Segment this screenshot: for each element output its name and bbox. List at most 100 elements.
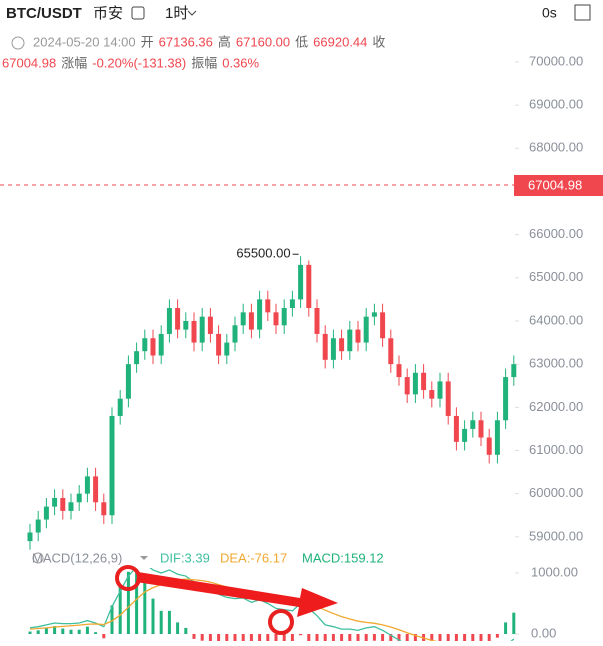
candle-body bbox=[232, 325, 238, 343]
candle-body bbox=[347, 329, 353, 352]
candle-body bbox=[101, 502, 107, 516]
symbol[interactable]: BTC/USDT bbox=[6, 5, 82, 22]
candle-body bbox=[68, 502, 74, 511]
candle-body bbox=[429, 390, 435, 399]
macd-bar bbox=[356, 634, 360, 641]
collapse-icon[interactable] bbox=[11, 36, 25, 50]
macd-bar bbox=[217, 634, 221, 641]
candle-body bbox=[207, 316, 213, 334]
macd-tick-label: 1000.00 bbox=[531, 564, 578, 579]
layout-icon[interactable] bbox=[574, 4, 591, 21]
candle-body bbox=[494, 420, 500, 455]
macd-bar bbox=[159, 610, 163, 634]
macd-bar bbox=[397, 634, 401, 641]
info-amplitude-label: 振幅 bbox=[191, 55, 217, 70]
macd-bar bbox=[504, 622, 508, 634]
candle-body bbox=[183, 320, 189, 330]
macd-bar bbox=[372, 634, 376, 641]
edit-icon[interactable] bbox=[131, 6, 145, 20]
candle-body bbox=[330, 338, 336, 360]
candle-body bbox=[314, 308, 320, 334]
macd-bar bbox=[323, 634, 327, 641]
macd-bar bbox=[44, 627, 48, 634]
y-tick-label: 70000.00 bbox=[529, 53, 583, 68]
candle-body bbox=[388, 338, 394, 365]
candle-body bbox=[216, 333, 222, 356]
candle-body bbox=[109, 415, 115, 516]
candle-body bbox=[486, 437, 492, 455]
macd-bar bbox=[225, 634, 229, 641]
macd-bar bbox=[36, 630, 40, 634]
info-change-label: 涨幅 bbox=[61, 55, 87, 70]
macd-bar bbox=[430, 634, 434, 641]
macd-bar bbox=[438, 634, 442, 641]
candle-body bbox=[412, 372, 418, 395]
candle-body bbox=[355, 329, 361, 343]
info-high: 67160.00 bbox=[236, 34, 290, 49]
dif-line bbox=[29, 568, 515, 641]
candle-body bbox=[339, 338, 345, 352]
macd-title: MACD(12,26,9) bbox=[32, 550, 122, 565]
candle-body bbox=[35, 519, 41, 533]
macd-bar bbox=[135, 569, 139, 634]
candle-body bbox=[158, 333, 164, 356]
y-tick-label: 59000.00 bbox=[529, 528, 583, 543]
macd-bar bbox=[266, 634, 270, 641]
candle-body bbox=[281, 308, 287, 326]
info-low-label: 低 bbox=[295, 34, 308, 49]
candle-body bbox=[199, 316, 205, 343]
candle-body bbox=[142, 338, 148, 352]
macd-bar bbox=[200, 634, 204, 641]
dea-line bbox=[29, 578, 438, 641]
y-tick-label: 65000.00 bbox=[529, 269, 583, 284]
candle-body bbox=[380, 312, 386, 339]
macd-bar bbox=[151, 598, 155, 634]
macd-bar bbox=[479, 634, 483, 641]
macd-bar bbox=[28, 631, 32, 634]
macd-bar bbox=[331, 634, 335, 641]
candle-body bbox=[117, 398, 123, 416]
macd-bar bbox=[274, 634, 278, 641]
macd-bar bbox=[512, 612, 516, 634]
candle-body bbox=[240, 312, 246, 326]
macd-bar bbox=[176, 622, 180, 634]
macd-tick-label: 0.00 bbox=[531, 625, 556, 640]
candle-body bbox=[166, 308, 172, 334]
candle-body bbox=[396, 364, 402, 378]
macd-bar bbox=[471, 634, 475, 641]
info-time: 2024-05-20 14:00 bbox=[33, 34, 136, 49]
candle-body bbox=[437, 381, 443, 399]
macd-bar bbox=[487, 634, 491, 641]
macd-bar bbox=[446, 634, 450, 641]
candle-body bbox=[273, 312, 279, 326]
info-close-label: 收 bbox=[372, 34, 385, 49]
info-low: 66920.44 bbox=[313, 34, 367, 49]
candle-body bbox=[76, 493, 82, 503]
macd-bar bbox=[233, 634, 237, 641]
macd-bar bbox=[348, 634, 352, 641]
info-change: -0.20%(-131.38) bbox=[92, 55, 186, 70]
macd-caret[interactable] bbox=[140, 556, 148, 560]
interval[interactable]: 1时 bbox=[165, 5, 188, 22]
macd-bar bbox=[110, 605, 114, 634]
y-tick-label: 69000.00 bbox=[529, 97, 583, 112]
interval-caret[interactable] bbox=[187, 10, 197, 16]
macd-bar bbox=[258, 634, 262, 641]
macd-bar bbox=[405, 634, 409, 641]
macd-bar bbox=[85, 626, 89, 634]
y-tick-label: 64000.00 bbox=[529, 312, 583, 327]
candle-body bbox=[470, 420, 476, 429]
candle-body bbox=[363, 316, 369, 343]
dif-label: DIF:3.39 bbox=[160, 550, 210, 565]
alert-icon[interactable] bbox=[32, 552, 44, 564]
macd-bar bbox=[241, 634, 245, 641]
macd-bar bbox=[118, 586, 122, 634]
macd-bar bbox=[167, 610, 171, 634]
macd-bar bbox=[69, 629, 73, 634]
y-tick-label: 68000.00 bbox=[529, 140, 583, 155]
last-price-tag bbox=[514, 175, 603, 196]
macd-bar bbox=[53, 626, 57, 634]
macd-bar bbox=[192, 634, 196, 639]
